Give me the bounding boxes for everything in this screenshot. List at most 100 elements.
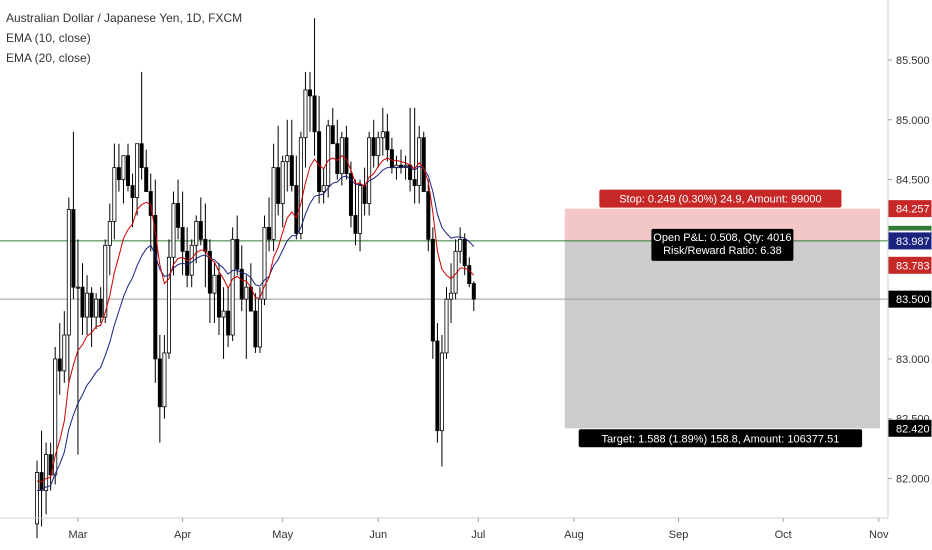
candle — [371, 119, 376, 168]
candle-body-up — [298, 137, 303, 234]
candle-body-down — [307, 89, 312, 97]
time-axis[interactable]: Mar Apr May Jun Jul Aug Sep Oct Nov — [0, 517, 889, 541]
price-axis[interactable]: 82.00082.50083.00083.50084.00084.50085.0… — [887, 0, 932, 518]
candle-body-up — [439, 352, 444, 432]
candle — [417, 125, 422, 204]
candle — [226, 287, 231, 347]
price-tag-text: 83.500 — [896, 294, 930, 306]
candle — [157, 335, 162, 443]
candle — [444, 287, 449, 359]
candle-body-down — [207, 250, 212, 294]
candle-body-up — [112, 167, 117, 222]
candle — [385, 113, 390, 162]
candle — [312, 18, 317, 156]
candle — [467, 257, 472, 288]
candle-body-down — [126, 155, 131, 186]
candle-body-up — [221, 310, 226, 318]
candle — [426, 179, 431, 252]
candle-body-up — [162, 352, 167, 408]
candle-body-down — [157, 358, 162, 408]
legend-ema-20[interactable]: EMA (20, close) — [6, 51, 91, 65]
candle-body-down — [289, 155, 294, 186]
candle — [171, 191, 176, 276]
candle-body-down — [226, 310, 231, 336]
candle-body-up — [171, 203, 176, 258]
price-tag-bg — [888, 256, 932, 274]
candle-body-down — [239, 268, 244, 300]
candle — [212, 263, 217, 324]
candle-body-up — [103, 244, 108, 318]
open-pnl-text: Open P&L: 0.508, Qty: 4016 — [653, 232, 791, 244]
candle-body-down — [198, 221, 203, 240]
candle-body-down — [435, 340, 440, 432]
candle-body-up — [271, 167, 276, 240]
candle — [262, 215, 267, 306]
price-tag: 82.420 — [888, 419, 932, 437]
candle — [71, 131, 76, 300]
price-tick-label: 85.000 — [896, 115, 930, 127]
pnl-info-bg — [651, 228, 794, 261]
candle-body-up — [244, 286, 249, 300]
candle-body-up — [321, 185, 326, 192]
month-label: Nov — [869, 529, 889, 541]
candle-body-down — [348, 173, 353, 216]
candle — [121, 155, 126, 204]
price-tag: 83.783 — [888, 256, 932, 274]
candle — [458, 227, 463, 264]
price-tag-bg — [888, 290, 932, 308]
candle — [348, 161, 353, 228]
candle-body-down — [153, 215, 158, 360]
candle — [439, 335, 444, 467]
candle — [289, 119, 294, 192]
candle — [216, 263, 221, 336]
candle — [75, 239, 80, 455]
candle-body-up — [212, 274, 217, 294]
candle-body-down — [467, 265, 472, 284]
candle — [276, 125, 281, 216]
legend-ema-10[interactable]: EMA (10, close) — [6, 31, 91, 45]
candle — [358, 179, 363, 252]
candle — [449, 263, 454, 324]
candle-body-down — [57, 358, 62, 372]
month-label: May — [272, 529, 293, 541]
candle-body-down — [253, 310, 258, 348]
price-tick-label: 83.000 — [896, 354, 930, 366]
candle-body-down — [235, 238, 240, 270]
candle — [330, 107, 335, 145]
candle — [80, 263, 85, 336]
risk-reward-text: Risk/Reward Ratio: 6.38 — [663, 245, 782, 257]
candle — [280, 155, 285, 228]
target-label: Target: 1.588 (1.89%) 158.8, Amount: 106… — [578, 429, 863, 448]
price-tick-label: 82.000 — [896, 474, 930, 486]
candle-body-up — [358, 185, 363, 234]
month-label: Jul — [471, 529, 485, 541]
candle-body-down — [421, 137, 426, 192]
candle-body-up — [280, 161, 285, 204]
candle-body-down — [312, 95, 317, 133]
stop-label: Stop: 0.249 (0.30%) 24.9, Amount: 99000 — [599, 189, 842, 208]
ema-20-line — [37, 165, 475, 491]
candle — [376, 131, 381, 168]
price-tag: 83.500 — [888, 290, 932, 308]
candle — [203, 203, 208, 288]
month-label: Mar — [68, 529, 87, 541]
symbol-title[interactable]: Australian Dollar / Japanese Yen, 1D, FX… — [6, 11, 243, 25]
candle-body-down — [317, 131, 322, 192]
price-tag-text: 84.257 — [896, 204, 930, 216]
candle-body-up — [44, 454, 49, 491]
candle-body-up — [62, 334, 67, 372]
candle-body-up — [262, 226, 267, 300]
candle — [267, 197, 272, 252]
price-tag-bg — [888, 232, 932, 250]
candle — [307, 71, 312, 132]
candle — [244, 275, 249, 359]
price-tag-text: 82.420 — [896, 423, 930, 435]
stop-label-bg — [599, 189, 842, 208]
candle — [367, 131, 372, 216]
candle-body-up — [189, 244, 194, 276]
stop-label-text: Stop: 0.249 (0.30%) 24.9, Amount: 99000 — [619, 194, 821, 206]
candle — [207, 239, 212, 324]
candle — [230, 227, 235, 341]
candle-body-up — [444, 298, 449, 354]
